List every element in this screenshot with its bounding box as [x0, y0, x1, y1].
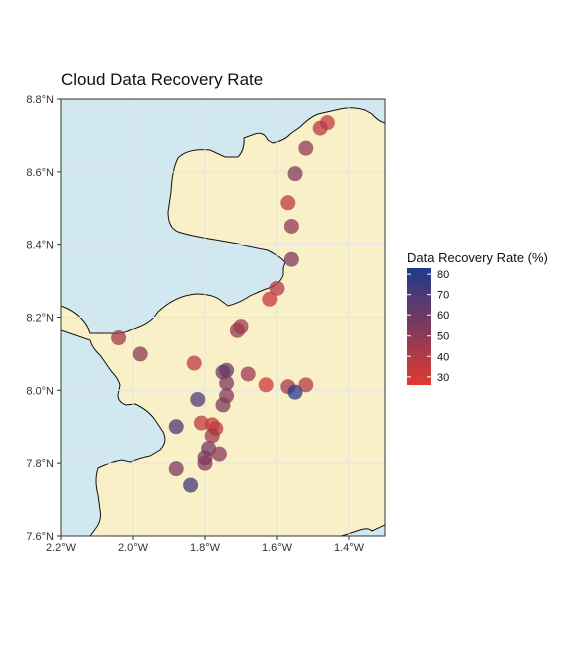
data-point-6	[283, 251, 299, 267]
data-point-10	[229, 322, 245, 338]
data-point-16	[240, 366, 256, 382]
y-tick-label-5: 8.6°N	[26, 167, 54, 179]
data-point-24	[215, 397, 231, 413]
data-point-8	[262, 291, 278, 307]
data-point-20	[298, 377, 314, 393]
x-tick-label-4: 1.4°W	[334, 542, 365, 554]
data-point-31	[211, 446, 227, 462]
y-tick-label-0: 7.6°N	[26, 531, 54, 543]
data-point-13	[186, 355, 202, 371]
y-tick-label-2: 8.0°N	[26, 385, 54, 397]
data-point-35	[183, 477, 199, 493]
data-point-12	[132, 346, 148, 362]
data-point-5	[283, 218, 299, 234]
data-point-28	[168, 419, 184, 435]
legend-label-2: 60	[437, 310, 449, 322]
legend-label-5: 30	[437, 372, 449, 384]
x-tick-label-2: 1.8°W	[190, 542, 221, 554]
y-tick-label-4: 8.4°N	[26, 240, 54, 252]
legend-label-0: 80	[437, 269, 449, 281]
legend-colorbar	[407, 268, 431, 385]
data-point-29	[204, 428, 220, 444]
data-point-1	[312, 120, 328, 136]
data-point-17	[219, 375, 235, 391]
x-tick-label-3: 1.6°W	[262, 542, 293, 554]
data-points	[111, 115, 335, 493]
data-point-33	[197, 455, 213, 471]
data-point-18	[258, 377, 274, 393]
data-point-4	[280, 195, 296, 211]
land-mass	[61, 107, 385, 536]
legend-label-1: 70	[437, 290, 449, 302]
legend: Data Recovery Rate (%) 80 70 60 50 40 30	[407, 250, 548, 385]
data-point-11	[111, 330, 127, 346]
legend-label-4: 40	[437, 351, 449, 363]
data-point-3	[287, 166, 303, 182]
axes: 2.2°W 2.0°W 1.8°W 1.6°W 1.4°W 7.6°N 7.8°N 8.0°N…	[26, 94, 364, 554]
y-tick-label-3: 8.2°N	[26, 313, 54, 325]
map-title: Cloud Data Recovery Rate	[61, 70, 264, 89]
data-point-2	[298, 140, 314, 156]
data-point-21	[287, 384, 303, 400]
legend-label-3: 50	[437, 331, 449, 343]
y-tick-label-1: 7.8°N	[26, 458, 54, 470]
data-point-23	[190, 391, 206, 407]
x-tick-label-1: 2.0°W	[118, 542, 149, 554]
data-point-34	[168, 461, 184, 477]
y-tick-label-6: 8.8°N	[26, 94, 54, 106]
data-point-7	[269, 280, 285, 296]
legend-title: Data Recovery Rate (%)	[407, 250, 548, 265]
x-tick-label-0: 2.2°W	[46, 542, 77, 554]
